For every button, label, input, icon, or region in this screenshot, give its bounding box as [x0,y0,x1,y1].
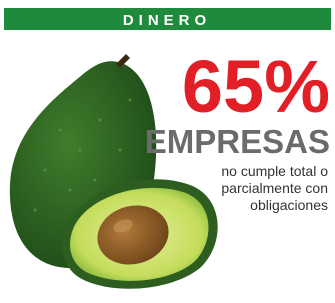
stat-value: 65% [182,45,330,128]
stat-description: obligaciones [250,197,328,213]
header-title: DINERO [123,12,211,29]
stat-label: EMPRESAS [145,123,330,160]
stat-description: no cumple total o [221,163,328,179]
stat-description: parcialmente con [221,180,328,196]
infographic: DINERO 65% EMPRESAS no cumple total o pa… [0,0,335,303]
